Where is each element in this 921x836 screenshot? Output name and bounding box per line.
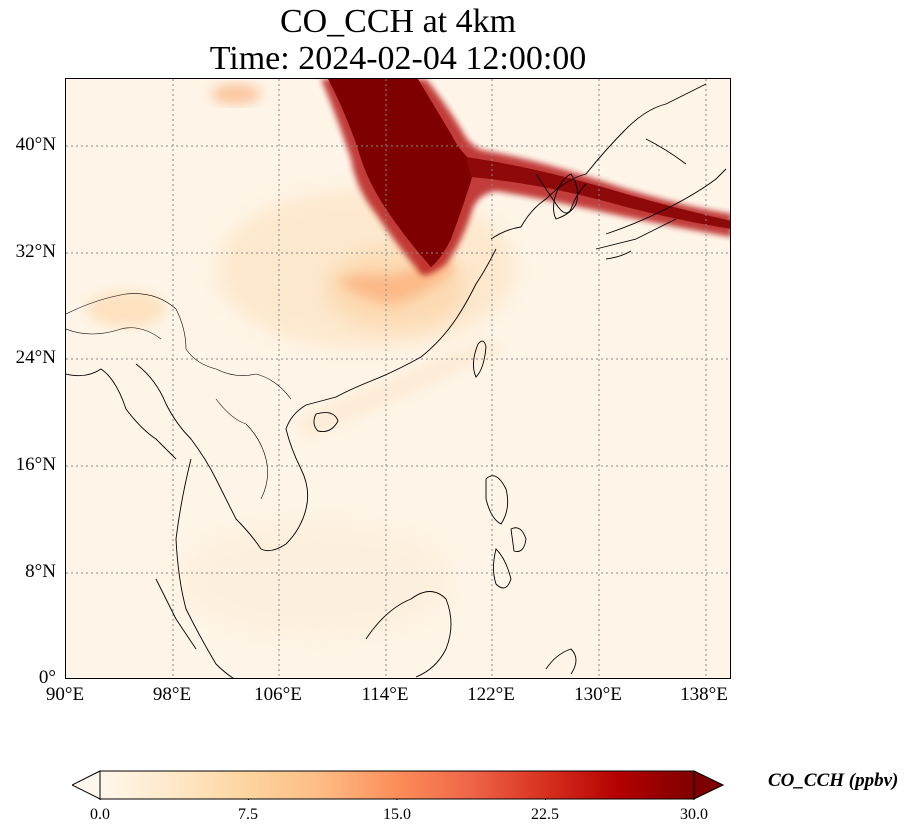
lon-label-130e: 130°E — [574, 684, 622, 705]
lat-label-0: 0° — [38, 667, 56, 688]
lat-label-40n: 40°N — [15, 134, 56, 155]
colorbar-tick-1: 7.5 — [238, 806, 258, 823]
lon-label-98e: 98°E — [152, 684, 192, 705]
lat-label-32n: 32°N — [15, 241, 56, 262]
colorbar — [72, 770, 724, 800]
lon-label-114e: 114°E — [361, 684, 409, 705]
colorbar-tick-3: 22.5 — [531, 806, 559, 823]
gridlines — [66, 79, 730, 678]
colorbar-tick-4: 30.0 — [680, 806, 708, 823]
colorbar-tick-2: 15.0 — [383, 806, 411, 823]
lat-label-24n: 24°N — [15, 347, 56, 368]
map-canvas — [66, 79, 730, 678]
lat-label-8n: 8°N — [25, 561, 56, 582]
lon-label-138e: 138°E — [680, 684, 728, 705]
lon-label-122e: 122°E — [467, 684, 515, 705]
plot-title: CO_CCH at 4km — [279, 3, 517, 40]
coastlines — [66, 83, 727, 678]
lon-label-90e: 90°E — [45, 684, 85, 705]
colorbar-tick-0: 0.0 — [90, 806, 110, 823]
colorbar-label: CO_CCH (ppbv) — [768, 770, 899, 791]
lat-label-16n: 16°N — [15, 454, 56, 475]
plot-time: Time: 2024-02-04 12:00:00 — [209, 40, 587, 77]
colorbar-gradient — [99, 770, 695, 800]
lon-label-106e: 106°E — [254, 684, 302, 705]
map-panel — [65, 78, 731, 679]
colorbar-extend-high — [693, 770, 724, 800]
colorbar-extend-low — [72, 770, 101, 800]
co-plume — [321, 79, 730, 304]
